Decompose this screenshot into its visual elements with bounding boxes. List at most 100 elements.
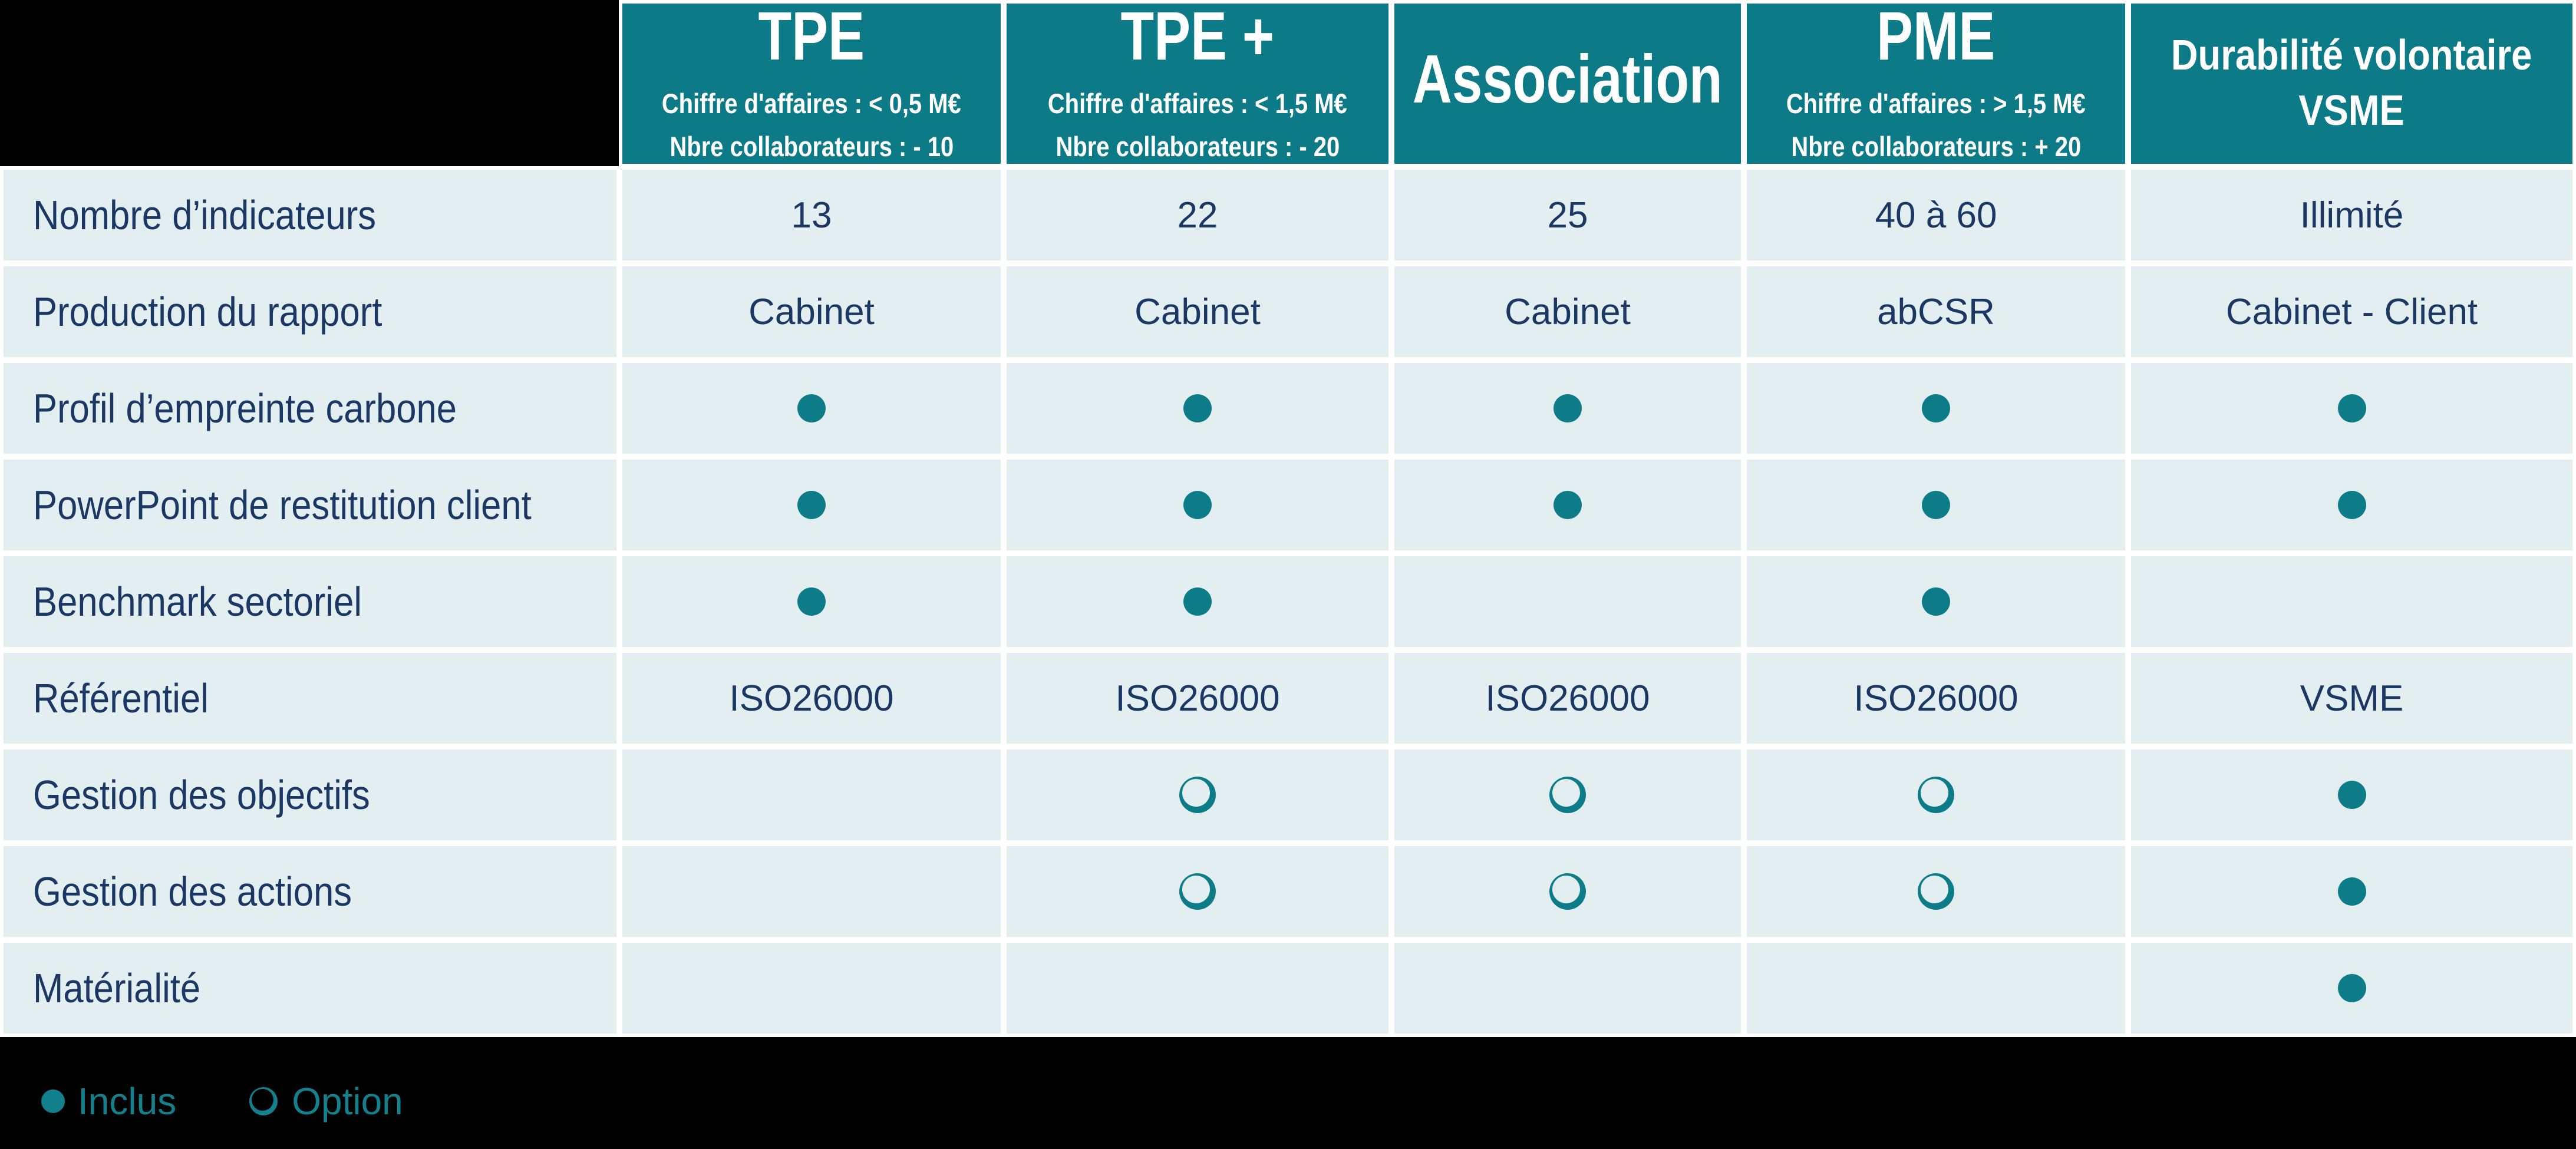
table-cell: [1007, 556, 1388, 647]
table-cell: [622, 846, 1001, 937]
option-icon: [249, 1087, 278, 1115]
pricing-table: TPE Chiffre d'affaires : < 0,5 M€ Nbre c…: [4, 0, 2572, 1034]
table-cell: [1394, 750, 1741, 840]
row-label: Production du rapport: [4, 266, 616, 357]
table-cell: [1747, 363, 2125, 454]
included-icon: [2337, 877, 2366, 906]
column-title: PME: [1876, 0, 1996, 75]
included-icon: [2337, 394, 2366, 422]
table-cell: 40 à 60: [1747, 170, 2125, 260]
column-header-pme: PME Chiffre d'affaires : > 1,5 M€ Nbre c…: [1747, 0, 2125, 164]
row-label: Nombre d’indicateurs: [4, 170, 616, 260]
row-label-text: Gestion des actions: [33, 869, 352, 914]
option-icon: [1549, 777, 1586, 813]
option-icon: [1918, 873, 1954, 910]
included-icon: [1922, 491, 1950, 519]
table-cell: [1394, 363, 1741, 454]
row-label: Benchmark sectoriel: [4, 556, 616, 647]
table-cell: ISO26000: [1007, 653, 1388, 744]
column-header-vsme: Durabilité volontaire VSME: [2131, 4, 2572, 164]
row-label-text: PowerPoint de restitution client: [33, 482, 532, 528]
row-label: Gestion des objectifs: [4, 750, 616, 840]
table-cell: 22: [1007, 170, 1388, 260]
table-cell: Illimité: [2131, 170, 2572, 260]
table-cell: [622, 363, 1001, 454]
row-label-text: Gestion des objectifs: [33, 772, 370, 818]
option-icon: [1549, 873, 1586, 910]
table-cell: VSME: [2131, 653, 2572, 744]
included-icon: [797, 394, 826, 422]
included-icon: [1183, 491, 1212, 519]
table-cell: [1747, 460, 2125, 550]
included-icon: [41, 1089, 65, 1113]
row-label: Profil d’empreinte carbone: [4, 363, 616, 454]
column-header-tpe-plus: TPE + Chiffre d'affaires : < 1,5 M€ Nbre…: [1007, 0, 1388, 164]
included-icon: [1922, 587, 1950, 616]
column-subtitle: Chiffre d'affaires : > 1,5 M€: [1786, 87, 2086, 119]
table-cell: 25: [1394, 170, 1741, 260]
table-cell: [1747, 846, 2125, 937]
row-label-text: Benchmark sectoriel: [33, 579, 362, 625]
included-icon: [2337, 974, 2366, 1002]
included-icon: [1922, 394, 1950, 422]
table-cell: [2131, 943, 2572, 1034]
included-icon: [797, 587, 826, 616]
included-icon: [1183, 394, 1212, 422]
table-cell: [2131, 846, 2572, 937]
included-icon: [1183, 587, 1212, 616]
option-icon: [1179, 873, 1216, 910]
legend: Inclus Option: [41, 1079, 403, 1123]
column-title: Association: [1413, 41, 1723, 118]
table-cell: ISO26000: [1747, 653, 2125, 744]
option-icon: [1918, 777, 1954, 813]
table-cell: [1007, 363, 1388, 454]
column-subtitle: Nbre collaborateurs : + 20: [1791, 130, 2081, 162]
column-header-tpe: TPE Chiffre d'affaires : < 0,5 M€ Nbre c…: [622, 0, 1001, 164]
column-title: TPE +: [1120, 0, 1275, 75]
table-cell: [2131, 460, 2572, 550]
table-cell: [1747, 556, 2125, 647]
legend-item-included: Inclus: [41, 1079, 176, 1123]
column-subtitle: Chiffre d'affaires : < 0,5 M€: [662, 87, 961, 119]
table-cell: [1394, 556, 1741, 647]
included-icon: [1553, 394, 1582, 422]
row-label-text: Matérialité: [33, 965, 201, 1011]
table-cell: [1747, 750, 2125, 840]
column-title: TPE: [758, 0, 865, 75]
table-cell: Cabinet: [1394, 266, 1741, 357]
legend-option-label: Option: [292, 1080, 403, 1122]
corner-cell: [4, 4, 616, 164]
table-cell: [2131, 750, 2572, 840]
table-cell: [1394, 943, 1741, 1034]
table-cell: abCSR: [1747, 266, 2125, 357]
table-cell: Cabinet: [622, 266, 1001, 357]
table-cell: ISO26000: [622, 653, 1001, 744]
column-subtitle: Nbre collaborateurs : - 10: [669, 130, 954, 162]
table-cell: [1394, 460, 1741, 550]
column-title-line2: VSME: [2298, 87, 2405, 134]
table-cell: [622, 943, 1001, 1034]
table-cell: [1007, 846, 1388, 937]
table-cell: [622, 460, 1001, 550]
included-icon: [2337, 491, 2366, 519]
table-cell: [622, 750, 1001, 840]
table-cell: [1007, 943, 1388, 1034]
table-cell: [1747, 943, 2125, 1034]
table-cell: [1394, 846, 1741, 937]
legend-item-option: Option: [249, 1079, 403, 1123]
row-label-text: Profil d’empreinte carbone: [33, 385, 457, 431]
included-icon: [797, 491, 826, 519]
table-cell: [1007, 460, 1388, 550]
row-label: Matérialité: [4, 943, 616, 1034]
column-header-association: Association: [1394, 4, 1741, 164]
table-cell: [2131, 363, 2572, 454]
table-cell: Cabinet: [1007, 266, 1388, 357]
column-title: Durabilité volontaire: [2171, 32, 2532, 80]
table-cell: [1007, 750, 1388, 840]
row-label-text: Nombre d’indicateurs: [33, 192, 377, 238]
table-cell: [2131, 556, 2572, 647]
included-icon: [2337, 781, 2366, 809]
column-subtitle: Nbre collaborateurs : - 20: [1056, 130, 1340, 162]
option-icon: [1179, 777, 1216, 813]
